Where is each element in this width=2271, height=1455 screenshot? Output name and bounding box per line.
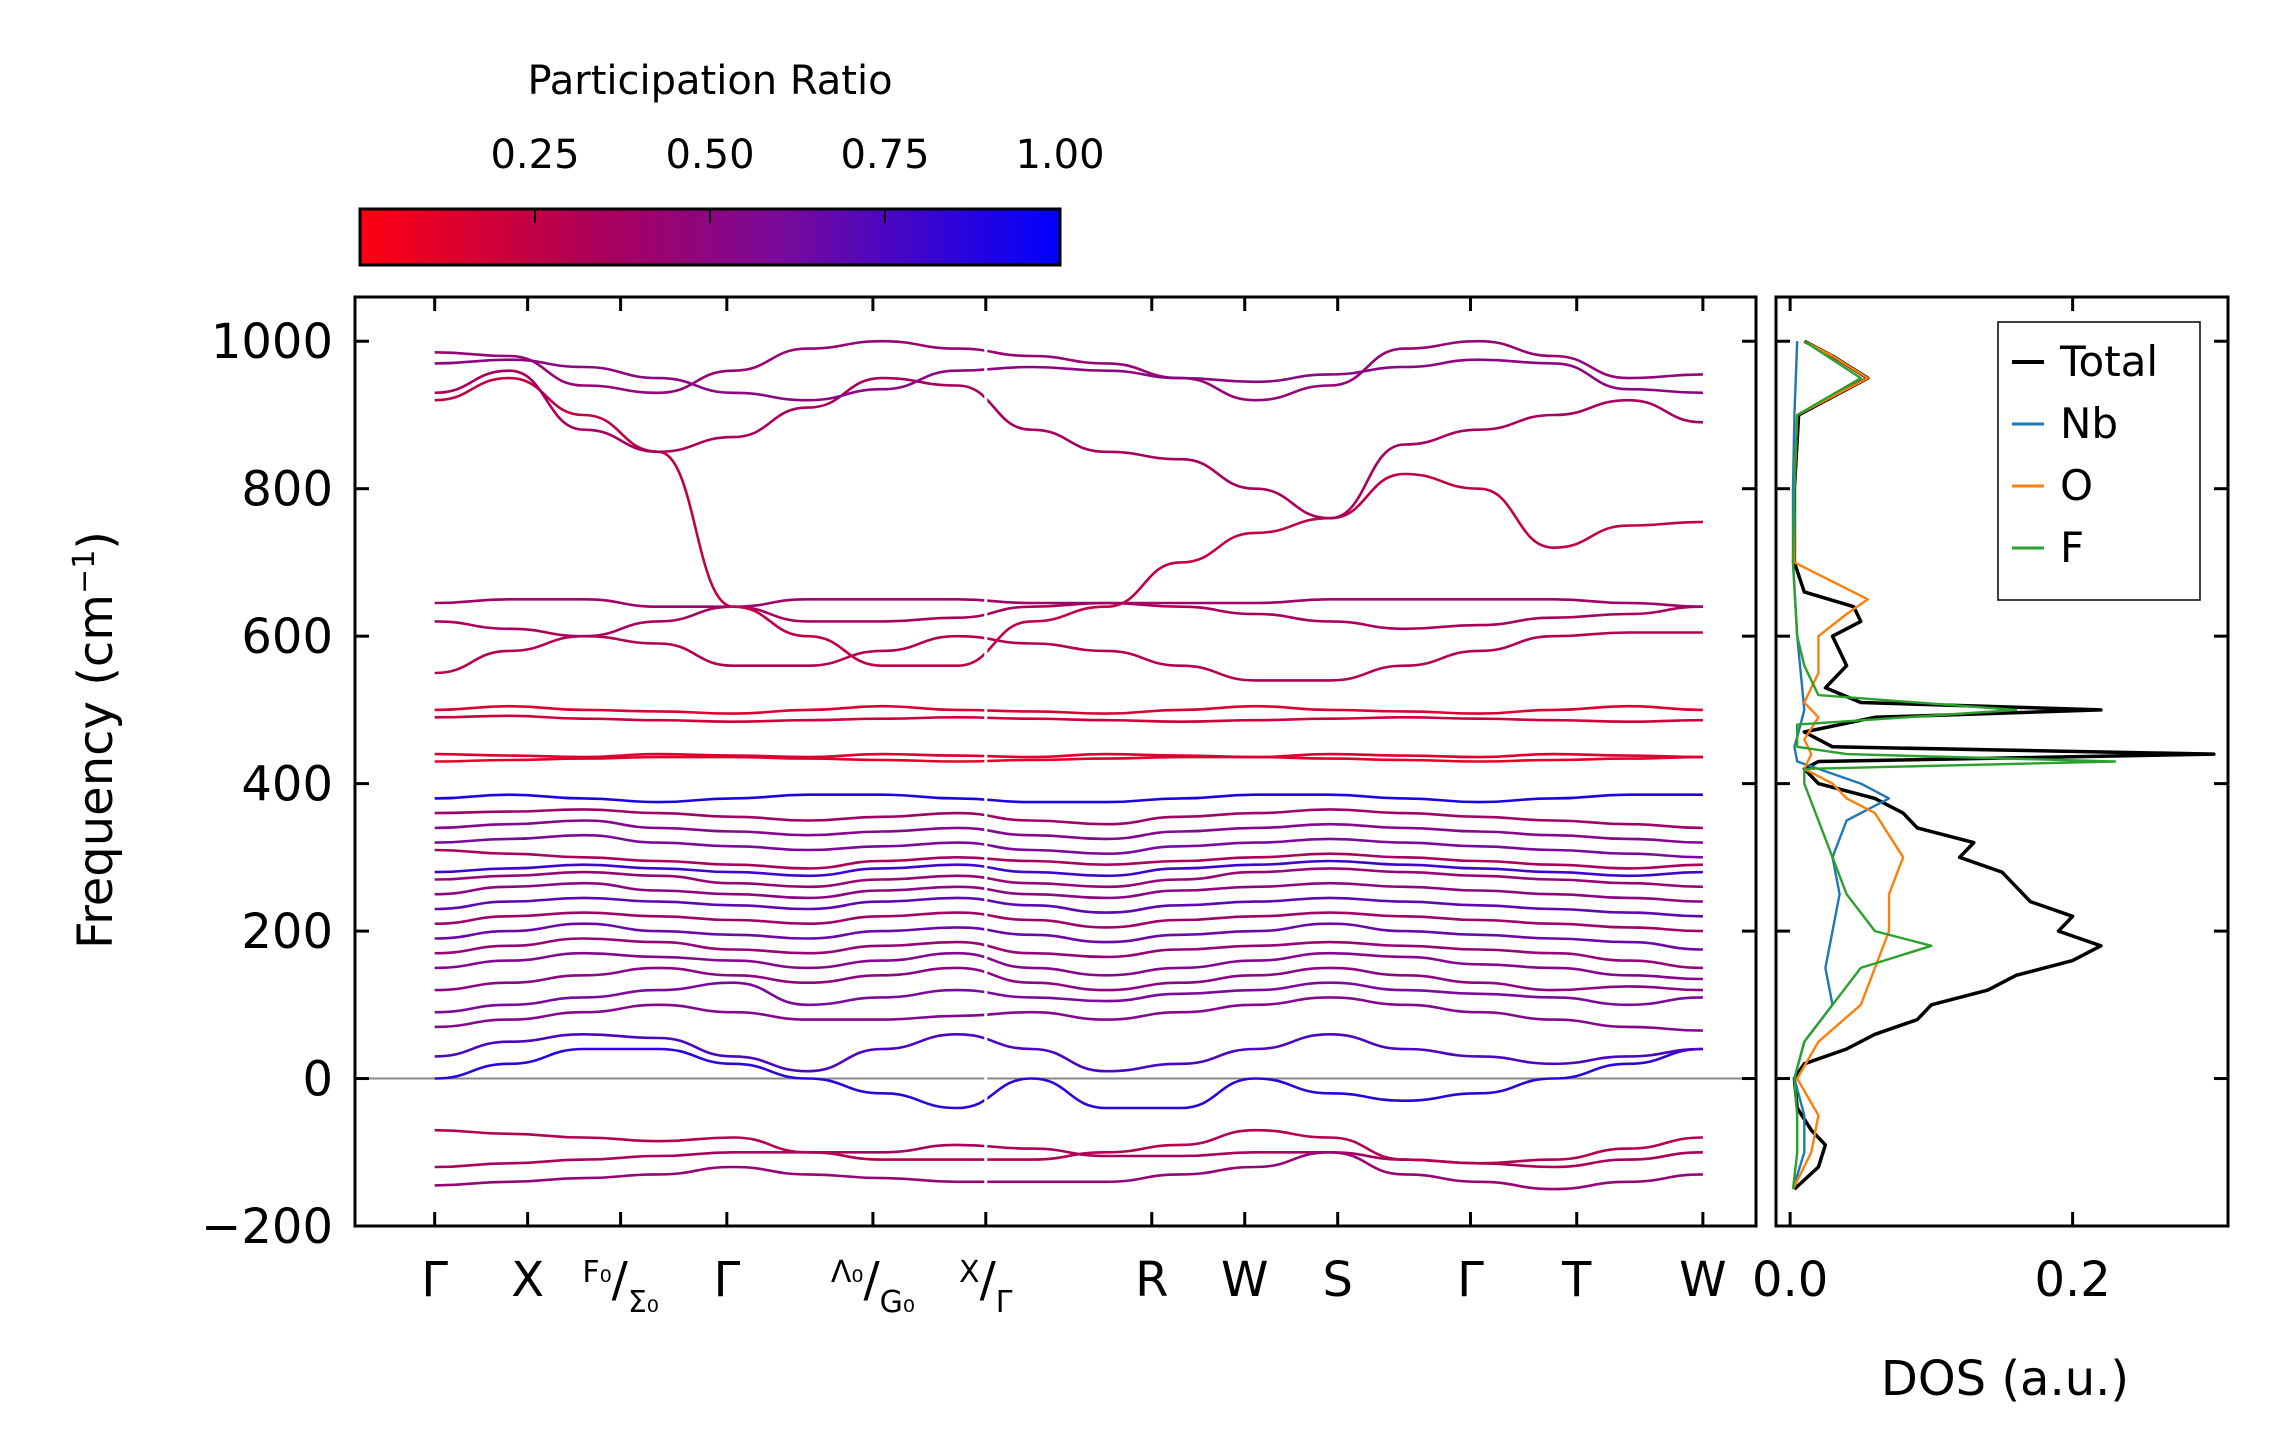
colorbar-tick-label: 0.50 (665, 132, 754, 178)
phonon-band-23 (434, 714, 1703, 724)
dos-panel: 0.0 0.2 DOS (a.u.) Total Nb OF (1752, 295, 2230, 1407)
band-axes-frame (353, 295, 1758, 1228)
phonon-band-14 (434, 867, 1703, 889)
band-xtick-label-10: T (1561, 1252, 1592, 1308)
phonon-band-11 (434, 911, 1703, 933)
band-xtick-label-7: W (1221, 1252, 1268, 1308)
phonon-band-6 (434, 981, 1703, 1014)
phonon-band-16 (434, 848, 1703, 870)
band-xtick-label-5: X/Γ (959, 1252, 1013, 1320)
band-ytick-label: 1000 (211, 314, 333, 370)
phonon-band-26 (434, 601, 1703, 638)
phonon-band-21 (434, 755, 1703, 763)
band-xtick-label-2: F₀/Σ₀ (582, 1252, 658, 1320)
legend-label-total: Total (2059, 337, 2158, 386)
dos-xtick-label: 0.2 (2034, 1252, 2110, 1308)
phonon-band-2 (434, 1128, 1703, 1165)
colorbar-title: Participation Ratio (527, 58, 892, 104)
phonon-band-1 (434, 1150, 1703, 1191)
phonon-band-24 (434, 704, 1703, 715)
phonon-band-8 (434, 951, 1703, 981)
phonon-band-20 (434, 793, 1703, 804)
legend-label-nb: Nb (2060, 399, 2118, 448)
band-ytick-label: 600 (241, 609, 333, 665)
band-xtick-label-1: X (511, 1252, 544, 1308)
band-ytick-label: 0 (302, 1052, 333, 1108)
dos-axes-frame (1774, 295, 2230, 1228)
colorbar: Participation Ratio 0.25 0.50 0.75 1.00 (358, 58, 1105, 267)
band-xtick-label-8: S (1322, 1252, 1352, 1308)
band-xtick-label-6: R (1135, 1252, 1168, 1308)
phonon-band-22 (434, 752, 1703, 759)
band-ytick-label: 200 (241, 904, 333, 960)
band-xtick-label-11: W (1679, 1252, 1726, 1308)
phonon-band-3 (434, 1047, 1703, 1110)
colorbar-tick-label: 0.75 (840, 132, 929, 178)
band-ytick-label: 800 (241, 462, 333, 518)
phonon-band-9 (434, 937, 1703, 970)
legend-label-o: O (2060, 461, 2093, 510)
band-xtick-label-9: Γ (1457, 1252, 1484, 1308)
band-ytick-label: 400 (241, 757, 333, 813)
legend-label-f: F (2060, 523, 2084, 572)
phonon-band-17 (434, 833, 1703, 859)
band-y-axis-label: Frequency (cm−1) (67, 531, 124, 949)
colorbar-tick-label: 1.00 (1015, 132, 1104, 178)
colorbar-tick-label: 0.25 (490, 132, 579, 178)
phonon-band-15 (434, 859, 1703, 878)
phonon-band-13 (434, 881, 1703, 903)
phonon-band-12 (434, 896, 1703, 918)
phonon-band-29 (434, 369, 1703, 520)
phonon-band-7 (434, 966, 1703, 992)
dos-x-axis-label: DOS (a.u.) (1881, 1351, 2129, 1407)
phonon-band-30 (434, 339, 1703, 402)
phonon-band-18 (434, 819, 1703, 844)
phonon-band-31 (434, 358, 1703, 402)
dos-xtick-label: 0.0 (1752, 1252, 1828, 1308)
phonon-band-27 (434, 598, 1703, 608)
phonon-band-5 (434, 996, 1703, 1032)
band-ytick-label: −200 (201, 1199, 333, 1255)
dos-line-total (1792, 339, 2216, 1191)
dos-legend: Total Nb OF (1997, 321, 2201, 601)
phonon-band-25 (434, 631, 1703, 682)
phonon-band-4 (434, 1032, 1703, 1073)
band-xtick-label-3: Γ (713, 1252, 740, 1308)
band-xtick-label-4: Λ₀/G₀ (831, 1252, 915, 1320)
band-xtick-label-0: Γ (421, 1252, 448, 1308)
phonon-band-19 (434, 808, 1703, 830)
dos-line-f (1791, 340, 2117, 1190)
phonon-band-10 (434, 922, 1703, 951)
legend-box (1997, 321, 2201, 601)
